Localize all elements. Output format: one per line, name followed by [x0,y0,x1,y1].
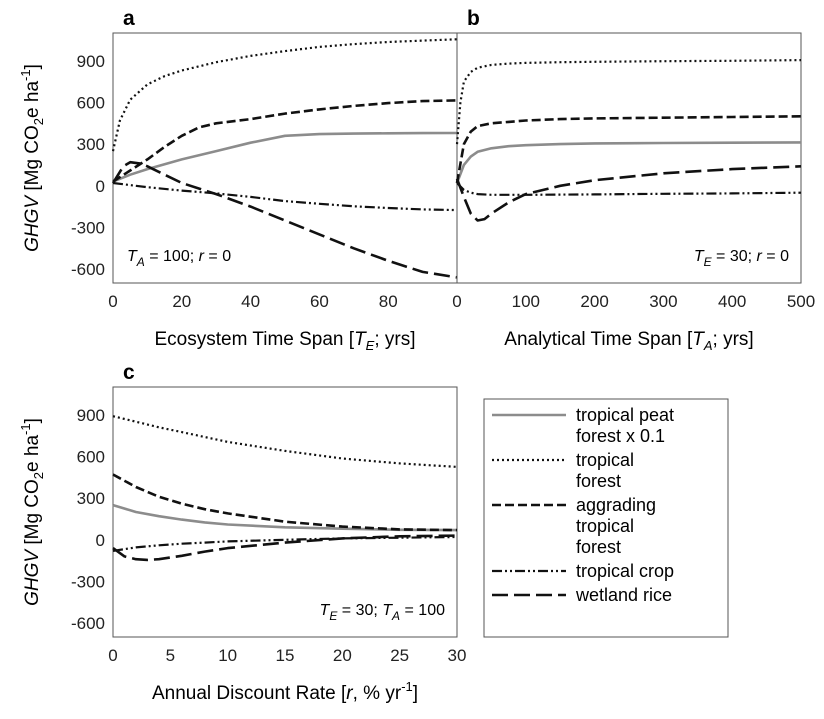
series-line-crop [112,181,458,212]
series-line-peat [455,141,802,184]
legend-label-forest: tropical [576,450,634,470]
x-tick-label: 25 [390,646,409,665]
y-tick-label: -600 [71,260,105,279]
x-tick-label: 500 [787,292,815,311]
series-line-crop [456,182,802,196]
series-line-aggrading [112,473,458,532]
y-tick-label: 900 [77,52,105,71]
y-tick-label: 0 [96,531,105,550]
y-axis-label: GHGV [Mg CO2e ha-1] [18,418,46,606]
y-tick-label: 0 [96,177,105,196]
series-line-forest [455,59,802,145]
series-line-rice [111,160,458,279]
series-line-forest [112,415,458,468]
series-line-peat [112,131,458,183]
series-line-crop [112,535,458,552]
series-line-aggrading [455,115,802,184]
x-tick-label: 300 [649,292,677,311]
x-tick-label: 10 [218,646,237,665]
plot-frame [112,32,458,284]
plot-frame [456,32,802,284]
y-tick-label: 600 [77,93,105,112]
legend-label-peat: forest x 0.1 [576,426,665,446]
x-tick-label: 20 [172,292,191,311]
panel-b: 0 100 200 300 400 500 b Analytical Time Span [T… [452,7,815,353]
x-tick-label: 0 [108,292,117,311]
series-line-rice [455,165,802,222]
x-tick-label: 0 [108,646,117,665]
panel-annotation: TE = 30; r = 0 [694,248,789,269]
panel-label: a [123,7,135,30]
legend-label-aggrading: tropical [576,516,634,536]
x-tick-label: 60 [310,292,329,311]
x-tick-label: 400 [718,292,746,311]
series-line-rice [112,534,458,562]
panel-a: 0 20 40 60 80 -600 -300 0 300 600 900 a Ecosystem Ti… [18,7,458,353]
plot-frame [112,386,458,638]
x-tick-label: 80 [379,292,398,311]
x-tick-label: 15 [276,646,295,665]
panel-label: c [123,361,135,384]
x-tick-label: 40 [241,292,260,311]
y-tick-label: -600 [71,614,105,633]
legend-label-rice: wetland rice [575,585,672,605]
panel-annotation: TA = 100; r = 0 [127,248,231,269]
legend-label-aggrading: forest [576,537,621,557]
legend-label-forest: forest [576,471,621,491]
legend-label-aggrading: aggrading [576,495,656,515]
x-axis-label: Analytical Time Span [TA; yrs] [504,329,753,353]
x-tick-label: 200 [580,292,608,311]
y-tick-label: 300 [77,135,105,154]
x-tick-label: 5 [166,646,175,665]
y-tick-label: 300 [77,489,105,508]
panel-annotation: TE = 30; TA = 100 [320,602,446,623]
x-tick-label: 30 [448,646,467,665]
x-tick-label: 100 [512,292,540,311]
x-tick-label: 20 [333,646,352,665]
legend-box [483,398,729,638]
y-axis-label: GHGV [Mg CO2e ha-1] [18,64,46,252]
y-tick-label: -300 [71,572,105,591]
legend-label-crop: tropical crop [576,561,674,581]
y-tick-label: 600 [77,447,105,466]
panel-c: 0 5 10 15 20 25 30 -600 -300 0 300 600 900 c Annual Di… [18,361,466,704]
legend-label-peat: tropical peat [576,405,674,425]
y-tick-label: 900 [77,406,105,425]
panel-label: b [467,7,480,30]
series-line-aggrading [112,99,458,183]
x-tick-label: 0 [452,292,461,311]
x-axis-label: Ecosystem Time Span [TE; yrs] [154,329,415,353]
series-line-peat [112,503,458,532]
y-tick-label: -300 [71,218,105,237]
x-axis-label: Annual Discount Rate [r, % yr-1] [152,679,418,704]
